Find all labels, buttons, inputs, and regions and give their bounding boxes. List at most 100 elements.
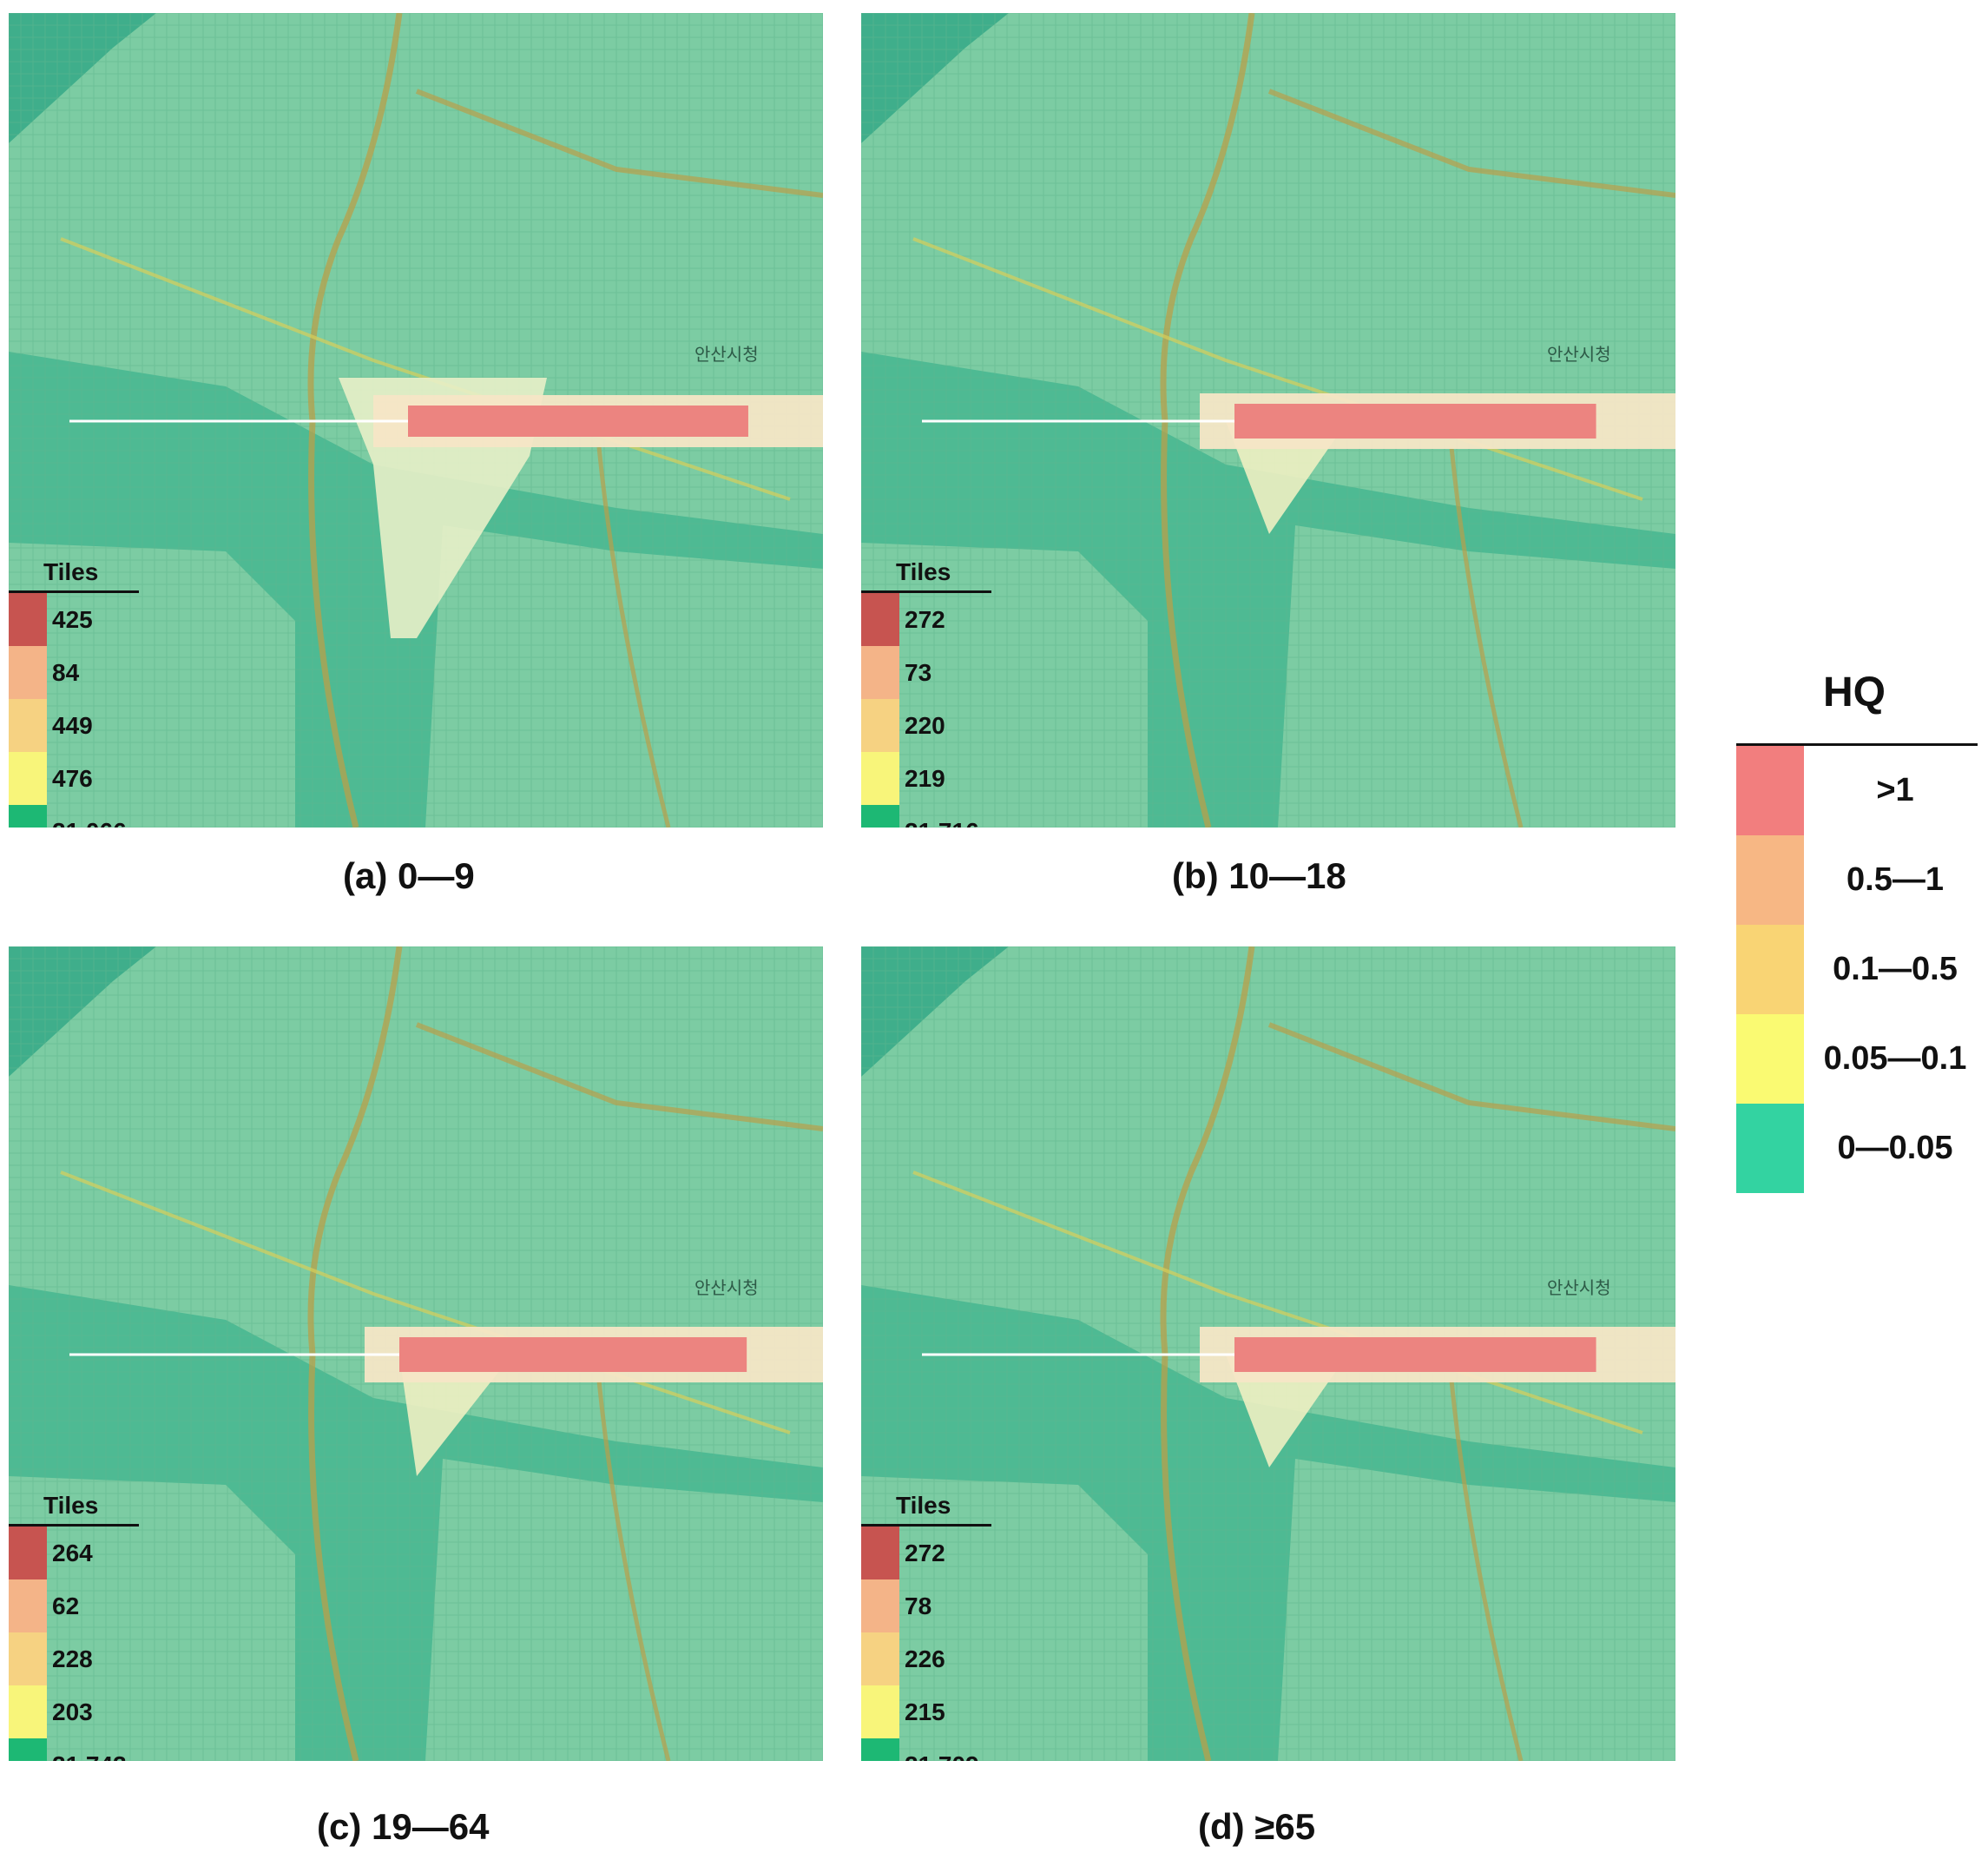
highway bbox=[1267, 89, 1675, 198]
tiles-count: 21,716 bbox=[905, 805, 1000, 828]
tiles-swatch bbox=[9, 1579, 47, 1632]
tiles-row-05-1: 73 bbox=[861, 646, 1000, 699]
tiles-count: 62 bbox=[52, 1593, 80, 1619]
tiles-swatch bbox=[861, 646, 899, 699]
tiles-swatch bbox=[9, 699, 47, 752]
plume-core bbox=[408, 406, 748, 437]
tiles-row-gt1: 272 bbox=[861, 593, 1000, 646]
tiles-swatch bbox=[9, 805, 47, 828]
tiles-swatch bbox=[861, 1738, 899, 1761]
tiles-row-0-005: 21,743 bbox=[9, 1738, 148, 1761]
tiles-row-0-005: 21,716 bbox=[861, 805, 1000, 828]
tiles-legend-rule bbox=[9, 1524, 139, 1527]
tiles-row-01-05: 226 bbox=[861, 1632, 1000, 1685]
tiles-row-gt1: 272 bbox=[861, 1527, 1000, 1579]
hq-row-05-1: 0.5—1 bbox=[1736, 835, 1979, 925]
tiles-count: 203 bbox=[52, 1698, 93, 1725]
hq-row-01-05: 0.1—0.5 bbox=[1736, 925, 1979, 1014]
tiles-swatch bbox=[9, 646, 47, 699]
tiles-legend: Tiles 425 84 449 476 21,066 bbox=[9, 558, 148, 828]
tiles-legend-title: Tiles bbox=[896, 1492, 951, 1519]
tiles-count: 228 bbox=[52, 1645, 93, 1672]
tiles-swatch bbox=[861, 752, 899, 805]
plume-fan bbox=[1226, 1355, 1347, 1467]
hq-label: >1 bbox=[1876, 772, 1914, 808]
tiles-row-0-005: 21,709 bbox=[861, 1738, 1000, 1761]
map-place-label: 안산시청 bbox=[694, 1277, 759, 1298]
tiles-swatch bbox=[861, 1632, 899, 1685]
tiles-swatch bbox=[9, 1632, 47, 1685]
highway bbox=[415, 89, 823, 198]
tiles-swatch bbox=[861, 1685, 899, 1738]
tiles-row-005-01: 476 bbox=[9, 752, 148, 805]
hq-label: 0.1—0.5 bbox=[1833, 951, 1958, 987]
plume-fan bbox=[1226, 421, 1347, 534]
tiles-swatch bbox=[9, 752, 47, 805]
tiles-swatch bbox=[9, 1685, 47, 1738]
road bbox=[60, 1170, 791, 1434]
map-image: 안산시청 bbox=[861, 13, 1675, 828]
tiles-row-01-05: 449 bbox=[9, 699, 148, 752]
road bbox=[60, 237, 791, 501]
hq-row-gt1: >1 bbox=[1736, 746, 1979, 835]
tiles-count: 476 bbox=[52, 765, 93, 792]
tiles-row-005-01: 215 bbox=[861, 1685, 1000, 1738]
plume-core bbox=[1234, 404, 1596, 439]
tiles-row-01-05: 220 bbox=[861, 699, 1000, 752]
water-body bbox=[861, 1285, 1675, 1761]
tiles-row-0-005: 21,066 bbox=[9, 805, 148, 828]
tile-grid bbox=[861, 946, 1675, 1761]
tiles-row-gt1: 264 bbox=[9, 1527, 148, 1579]
highway bbox=[415, 1022, 823, 1131]
tiles-count: 21,066 bbox=[52, 805, 148, 828]
tiles-count: 215 bbox=[905, 1698, 945, 1725]
panel-caption-a: (a) 0—9 bbox=[343, 855, 475, 896]
hq-legend-title: HQ bbox=[1823, 669, 1886, 715]
tiles-count: 449 bbox=[52, 712, 93, 739]
tiles-count: 73 bbox=[905, 659, 932, 686]
tiles-count: 272 bbox=[905, 1540, 945, 1566]
highway bbox=[1160, 13, 1255, 828]
map-panel-b: 안산시청 Tiles 272 73 220 219 21,716 bbox=[861, 13, 1675, 828]
road bbox=[1449, 446, 1524, 828]
tiles-legend-title: Tiles bbox=[43, 1492, 99, 1519]
tiles-swatch bbox=[861, 805, 899, 828]
road bbox=[596, 1380, 671, 1761]
tiles-legend-rule bbox=[861, 590, 991, 593]
tiles-count: 425 bbox=[52, 606, 93, 633]
tiles-legend: Tiles 272 78 226 215 21,709 bbox=[861, 1492, 1000, 1761]
tiles-legend-rule bbox=[9, 590, 139, 593]
map-image: 안산시청 bbox=[9, 13, 823, 828]
tiles-row-05-1: 78 bbox=[861, 1579, 1000, 1632]
tiles-count: 226 bbox=[905, 1645, 945, 1672]
tiles-swatch bbox=[9, 593, 47, 646]
map-panel-c: 안산시청 Tiles 264 62 228 203 21,743 bbox=[9, 946, 823, 1761]
panel-caption-b: (b) 10—18 bbox=[1172, 855, 1346, 896]
tiles-count: 21,743 bbox=[52, 1738, 148, 1761]
tiles-swatch bbox=[9, 1527, 47, 1579]
tiles-legend-title: Tiles bbox=[896, 558, 951, 585]
hq-swatch bbox=[1736, 746, 1804, 835]
tiles-row-05-1: 84 bbox=[9, 646, 148, 699]
tiles-row-005-01: 203 bbox=[9, 1685, 148, 1738]
tiles-swatch bbox=[861, 699, 899, 752]
tiles-swatch bbox=[9, 1738, 47, 1761]
highway bbox=[1267, 1022, 1675, 1131]
map-place-label: 안산시청 bbox=[1547, 344, 1611, 365]
plume-fan bbox=[399, 1355, 512, 1476]
hq-label: 0.5—1 bbox=[1846, 861, 1944, 898]
tiles-row-005-01: 219 bbox=[861, 752, 1000, 805]
plume-core bbox=[399, 1337, 747, 1372]
tiles-row-05-1: 62 bbox=[9, 1579, 148, 1632]
map-image: 안산시청 bbox=[9, 946, 823, 1761]
road bbox=[912, 1170, 1643, 1434]
hq-swatch bbox=[1736, 925, 1804, 1014]
highway bbox=[307, 13, 403, 828]
tiles-count: 219 bbox=[905, 765, 945, 792]
hq-row-005-01: 0.05—0.1 bbox=[1736, 1014, 1979, 1104]
hq-label: 0—0.05 bbox=[1837, 1130, 1953, 1166]
tiles-row-01-05: 228 bbox=[9, 1632, 148, 1685]
tiles-swatch bbox=[861, 1579, 899, 1632]
panel-caption-d: (d) ≥65 bbox=[1198, 1806, 1316, 1847]
tiles-count: 21,709 bbox=[905, 1738, 1000, 1761]
